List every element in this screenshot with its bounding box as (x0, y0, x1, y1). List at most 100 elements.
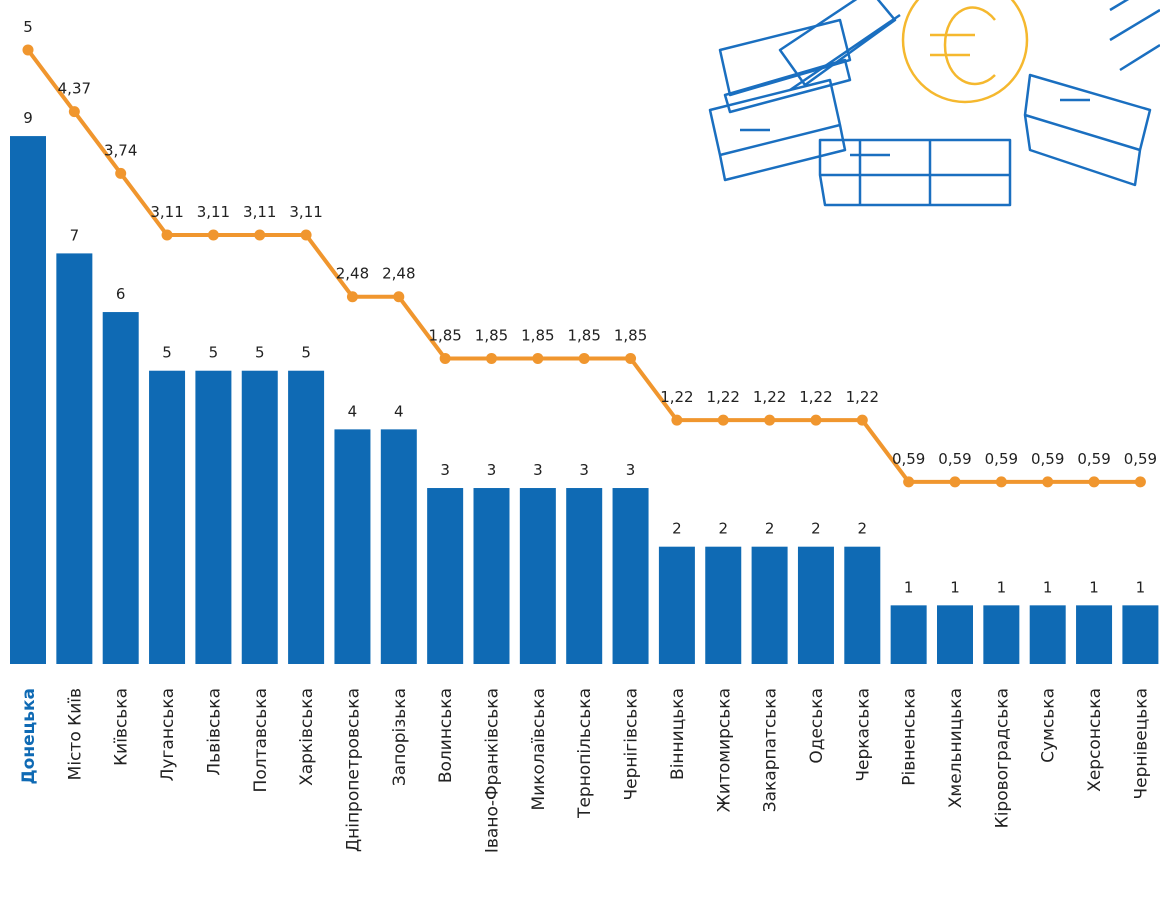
bar-label: 1 (1043, 578, 1053, 596)
bar (288, 370, 325, 664)
bar (983, 605, 1020, 664)
bar (10, 136, 46, 664)
x-tick-label: Вінницька (668, 688, 688, 780)
bar-label: 3 (533, 461, 543, 479)
x-tick-label: Тернопільська (575, 688, 595, 819)
bar (102, 312, 139, 664)
line-point (115, 167, 127, 179)
x-tick-label: Івано-Франківська (483, 688, 503, 853)
line-point (1088, 476, 1100, 488)
bar (751, 546, 788, 664)
line-point (486, 352, 497, 364)
bar (241, 370, 278, 664)
x-tick-label: Черкаська (853, 688, 873, 782)
x-tick-label: Рівненська (900, 688, 920, 786)
bar (519, 488, 556, 664)
bar (473, 488, 510, 664)
bar (1076, 605, 1113, 664)
line-point (254, 229, 266, 241)
line-point (439, 352, 451, 364)
bar (1122, 605, 1159, 664)
line-label: 0,59 (1077, 450, 1110, 468)
line-label: 1,85 (475, 326, 508, 344)
bar (890, 605, 927, 664)
x-tick-label: Житомирська (714, 688, 734, 812)
line-point (995, 476, 1007, 488)
x-tick-label: Херсонська (1085, 688, 1105, 792)
line-label: 2,48 (382, 265, 415, 283)
bar-label: 1 (1089, 578, 1099, 596)
x-tick-label: Донецька (19, 688, 39, 784)
x-tick-label: Запорізька (390, 688, 410, 786)
x-tick-label: Кіровоградська (992, 688, 1012, 828)
line-label: 1,22 (753, 388, 786, 406)
bar-label: 4 (348, 402, 358, 420)
line-point (207, 229, 219, 241)
x-tick-label: Хмельницька (946, 688, 966, 808)
line-point (810, 414, 822, 426)
bar (797, 546, 834, 664)
x-tick-label: Місто Київ (65, 688, 85, 780)
bar (56, 253, 93, 664)
line-label: 0,59 (892, 450, 925, 468)
bar (844, 546, 881, 664)
bar-label: 1 (1136, 578, 1146, 596)
line-point (949, 476, 961, 488)
line-point (393, 291, 405, 303)
line-label: 1,22 (707, 388, 740, 406)
x-tick-label: Волинська (436, 688, 456, 783)
line-label: 3,11 (197, 203, 230, 221)
bar-label: 3 (487, 461, 497, 479)
money-illustration (708, 0, 1160, 207)
line-point (764, 414, 776, 426)
line-point (68, 106, 80, 118)
x-tick-label: Сумська (1039, 688, 1059, 763)
x-tick-label: Луганська (158, 688, 178, 781)
bar (566, 488, 603, 664)
bar-label: 5 (162, 344, 172, 362)
bar-label: 2 (765, 520, 775, 538)
bar-label: 7 (70, 226, 80, 244)
line-label: 0,59 (1031, 450, 1064, 468)
bar (658, 546, 695, 664)
x-tick-label: Київська (112, 688, 132, 766)
x-tick-label: Чернігівська (622, 688, 642, 800)
line-point (22, 44, 34, 56)
line-point (1134, 476, 1146, 488)
line-point (532, 352, 544, 364)
bar-label: 2 (811, 520, 821, 538)
line-label: 1,22 (660, 388, 693, 406)
line-label: 0,59 (985, 450, 1018, 468)
bar-label: 9 (23, 109, 33, 127)
line-point (903, 476, 915, 488)
bar (427, 488, 464, 664)
bar-label: 3 (626, 461, 636, 479)
line-label: 1,85 (614, 326, 647, 344)
bar (380, 429, 417, 664)
x-tick-label: Закарпатська (761, 688, 781, 812)
line-label: 4,37 (58, 80, 91, 98)
x-tick-label: Дніпропетровська (343, 688, 363, 852)
x-tick-label: Полтавська (251, 688, 271, 792)
bar-label: 2 (718, 520, 728, 538)
bar-label: 3 (579, 461, 589, 479)
line-label: 1,22 (799, 388, 832, 406)
x-tick-label: Харківська (297, 688, 317, 786)
line-label: 1,22 (846, 388, 879, 406)
bar (149, 370, 186, 664)
line (26, 48, 1141, 484)
line-label: 5 (23, 18, 33, 36)
bar-label: 4 (394, 402, 404, 420)
line-point (161, 229, 173, 241)
line-point (671, 414, 683, 426)
line-point (346, 291, 358, 303)
bar (612, 488, 649, 664)
bar (705, 546, 742, 664)
line-label: 3,11 (150, 203, 183, 221)
line-point (717, 414, 729, 426)
bar-label: 5 (255, 344, 265, 362)
bar-label: 1 (950, 578, 960, 596)
x-tick-label: Миколаївська (529, 688, 549, 810)
line-label: 0,59 (938, 450, 971, 468)
